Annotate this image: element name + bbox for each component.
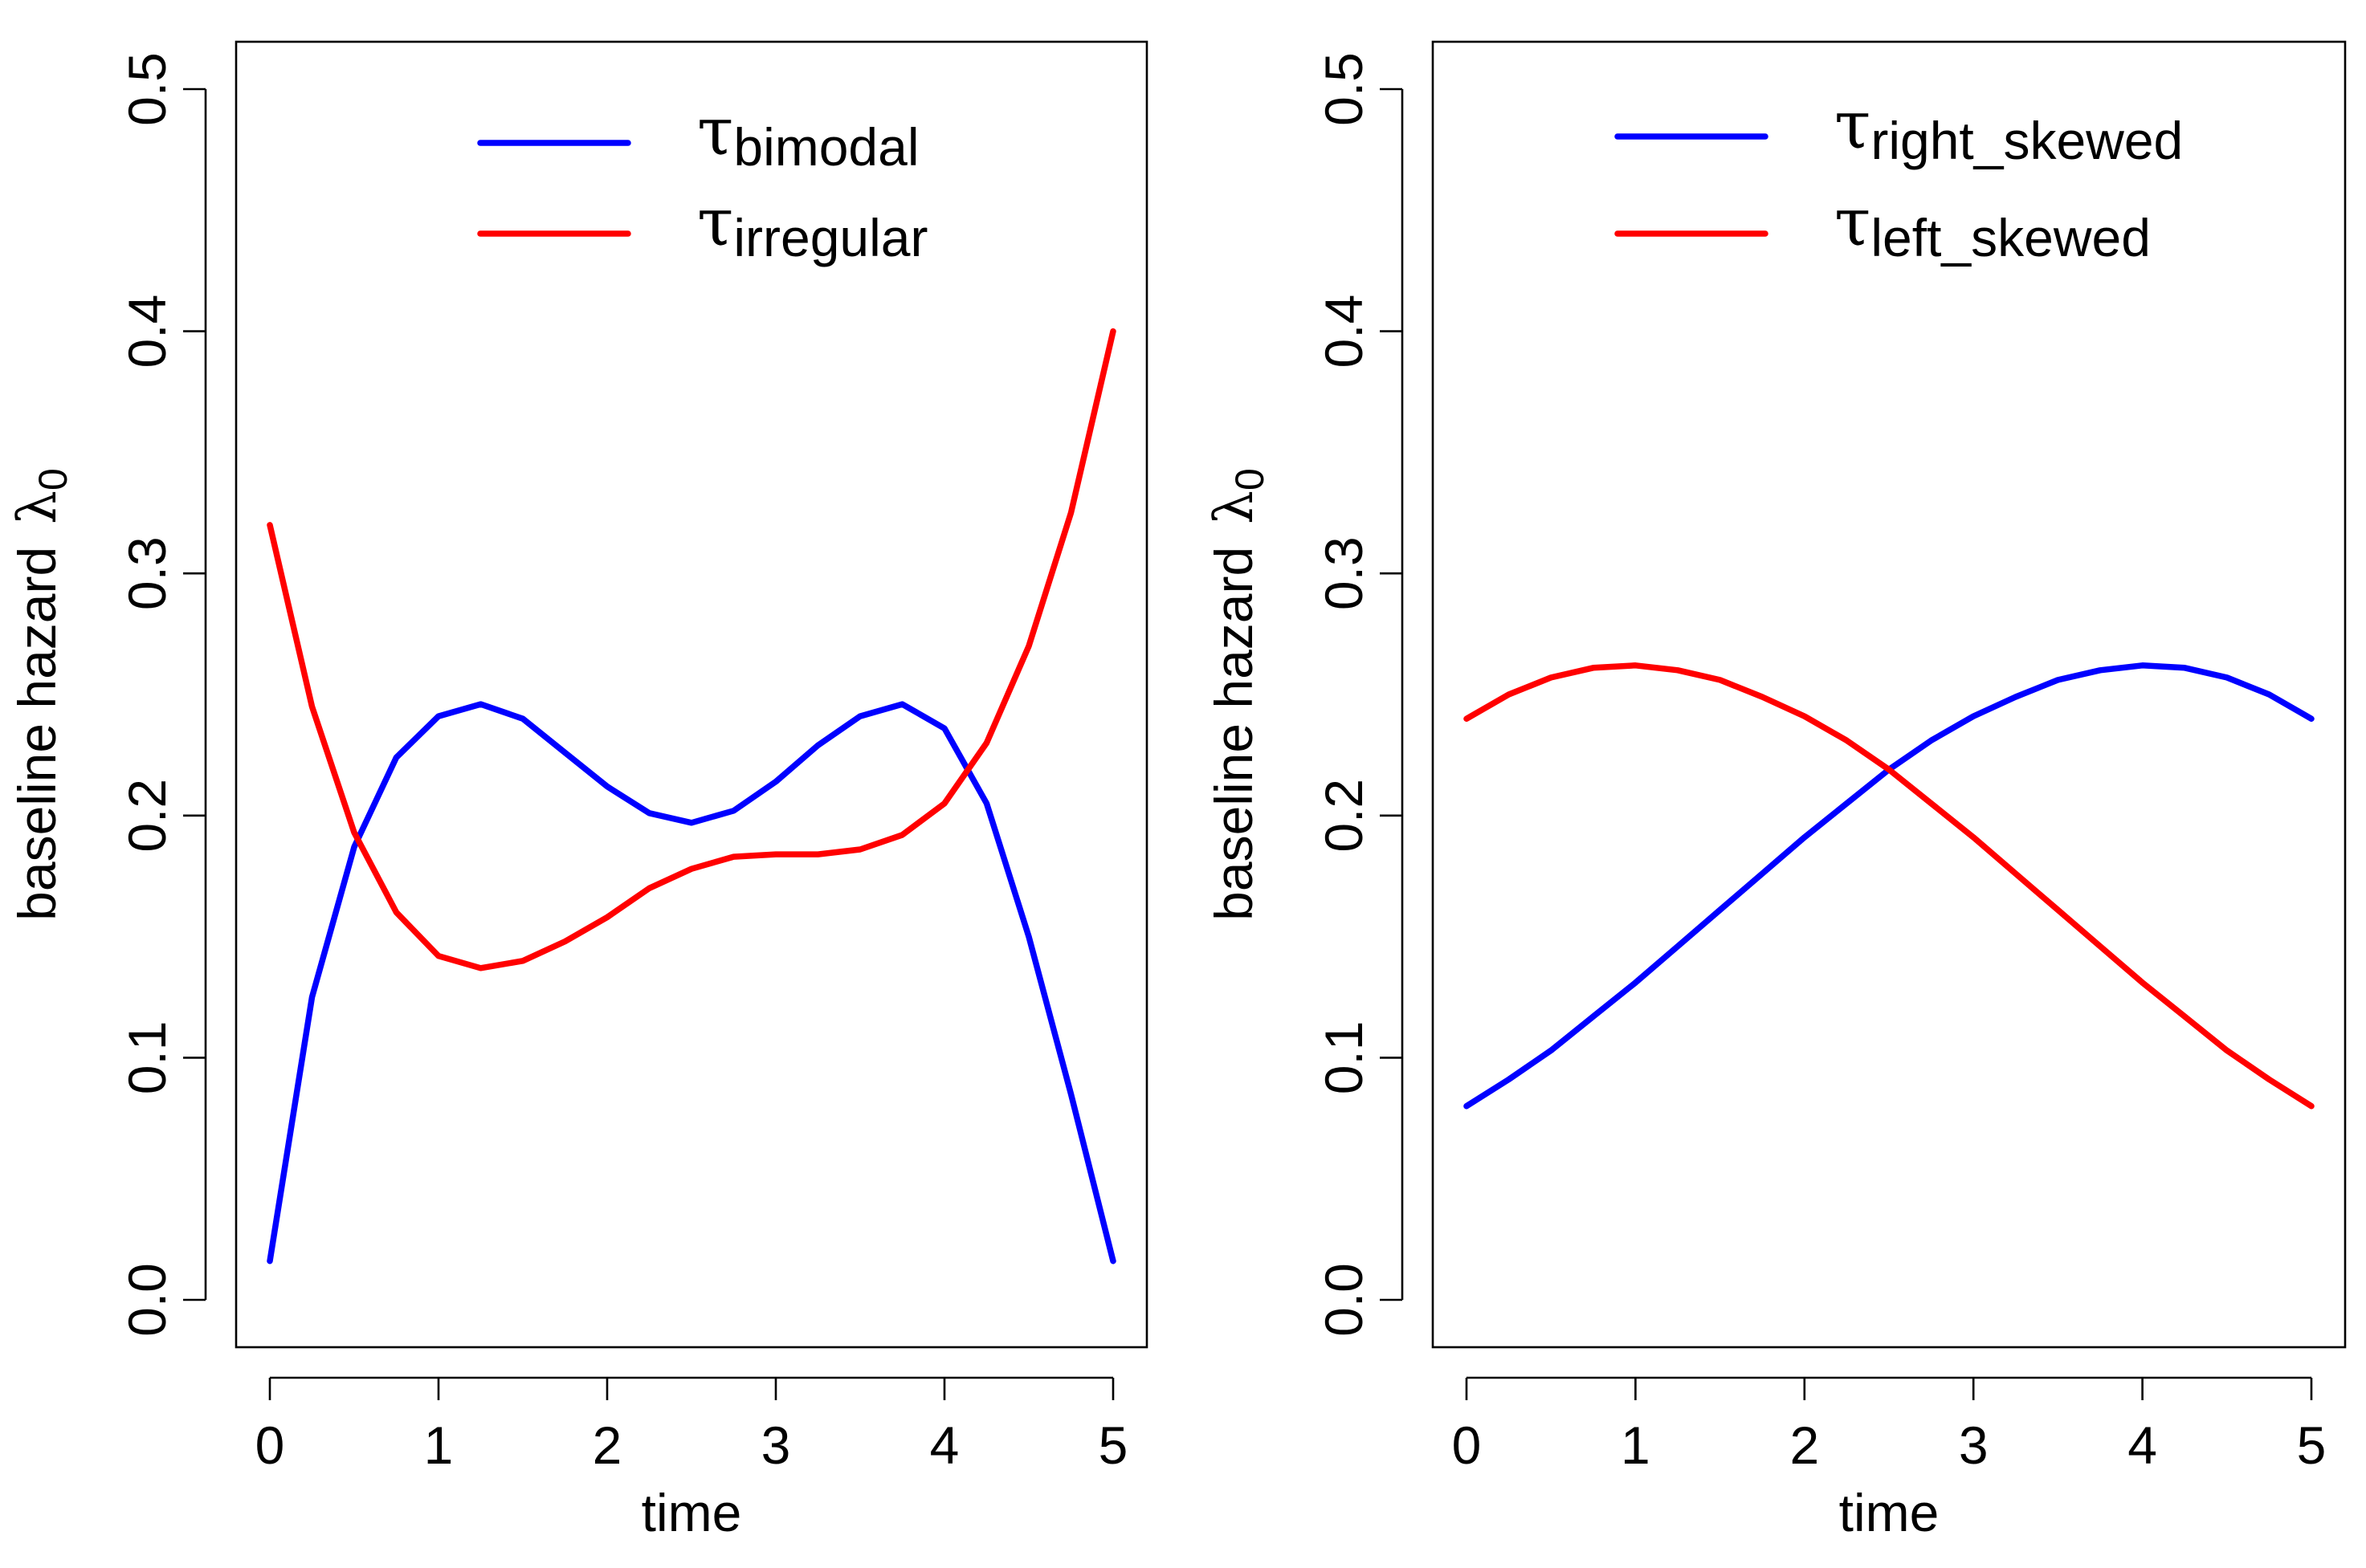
- x-tick-label: 1: [1621, 1415, 1650, 1475]
- legend-label: τbimodal: [697, 94, 920, 177]
- y-tick-label: 0.1: [117, 1021, 177, 1095]
- tau-subscript: left_skewed: [1870, 208, 2151, 267]
- chart-panel-1: 0 1 2 3 4 5 0.0 0.1 0.2 0.3 0.4 0.5 time baseline haz…: [6, 40, 1148, 1542]
- x-tick-label: 2: [593, 1415, 622, 1475]
- x-tick-label: 5: [2297, 1415, 2327, 1475]
- y-tick-label: 0.4: [1314, 295, 1373, 369]
- y-axis-title-text: baseline hazard: [1204, 547, 1263, 921]
- y-tick-label: 0.5: [117, 52, 177, 126]
- tau-symbol: τ: [1834, 185, 1870, 261]
- y-axis-title: baseline hazard λ0: [1203, 468, 1272, 921]
- legend-label: τleft_skewed: [1834, 185, 2151, 267]
- y-axis-title: baseline hazard λ0: [6, 468, 75, 921]
- lambda-symbol: λ: [1203, 491, 1265, 524]
- lambda-subscript: 0: [1227, 468, 1272, 491]
- series-line-bimodal: [267, 701, 1116, 1265]
- y-tick-label: 0.0: [117, 1263, 177, 1337]
- legend-label: τright_skewed: [1834, 88, 2183, 170]
- plot-frame: [1431, 40, 2347, 1349]
- y-tick-label: 0.5: [1314, 52, 1373, 126]
- series-line-irregular: [267, 328, 1116, 971]
- y-axis-title-text: baseline hazard: [7, 547, 67, 921]
- lambda-subscript: 0: [31, 468, 75, 491]
- x-axis-title: time: [1839, 1483, 1940, 1542]
- series-line-left-skewed: [1463, 662, 2315, 1110]
- y-tick-label: 0.0: [1314, 1263, 1373, 1337]
- series-line-right-skewed: [1463, 662, 2315, 1110]
- x-tick-label: 4: [2127, 1415, 2157, 1475]
- chart-panel-2: 0 1 2 3 4 5 0.0 0.1 0.2 0.3 0.4 0.5 time baseline haz…: [1203, 40, 2347, 1542]
- x-tick-label: 4: [930, 1415, 960, 1475]
- x-tick-label: 3: [1959, 1415, 1989, 1475]
- y-tick-label: 0.4: [117, 295, 177, 369]
- x-tick-label: 0: [255, 1415, 285, 1475]
- y-tick-label: 0.1: [1314, 1021, 1373, 1095]
- tau-symbol: τ: [697, 94, 733, 170]
- y-tick-label: 0.3: [117, 536, 177, 610]
- x-tick-label: 3: [761, 1415, 791, 1475]
- x-tick-label: 5: [1099, 1415, 1128, 1475]
- tau-symbol: τ: [1834, 88, 1870, 164]
- x-axis-title: time: [642, 1483, 742, 1542]
- y-tick-label: 0.2: [1314, 779, 1373, 853]
- x-tick-label: 0: [1452, 1415, 1482, 1475]
- tau-symbol: τ: [697, 185, 733, 261]
- y-tick-label: 0.3: [1314, 536, 1373, 610]
- x-tick-label: 1: [424, 1415, 454, 1475]
- tau-subscript: bimodal: [733, 117, 919, 177]
- tau-subscript: irregular: [733, 208, 928, 267]
- x-tick-label: 2: [1789, 1415, 1819, 1475]
- plot-frame: [235, 40, 1148, 1349]
- legend-label: τirregular: [697, 185, 928, 267]
- lambda-symbol: λ: [6, 491, 68, 524]
- tau-subscript: right_skewed: [1870, 111, 2183, 170]
- y-tick-label: 0.2: [117, 779, 177, 853]
